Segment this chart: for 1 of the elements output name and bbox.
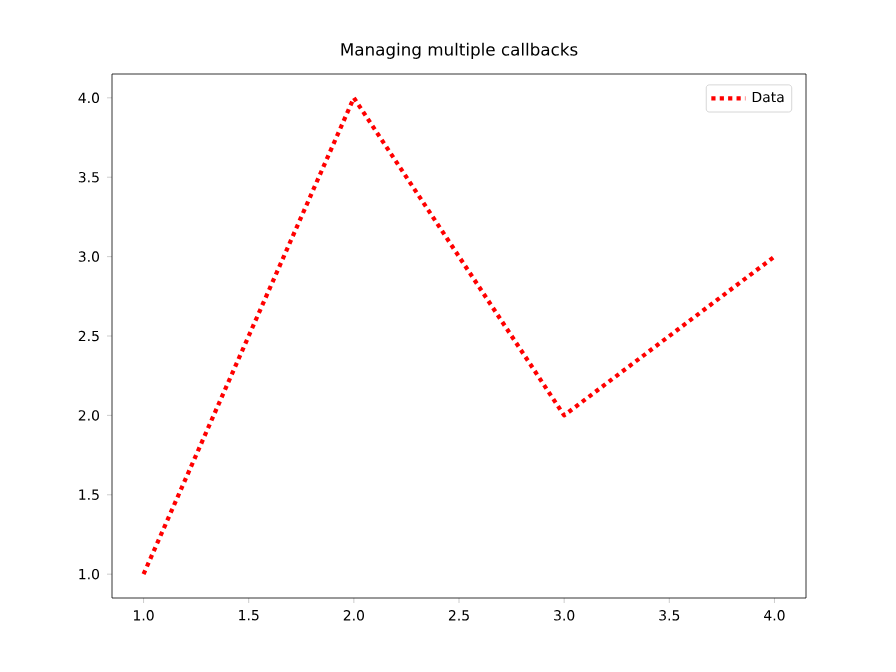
chart-title: Managing multiple callbacks [341,42,578,59]
